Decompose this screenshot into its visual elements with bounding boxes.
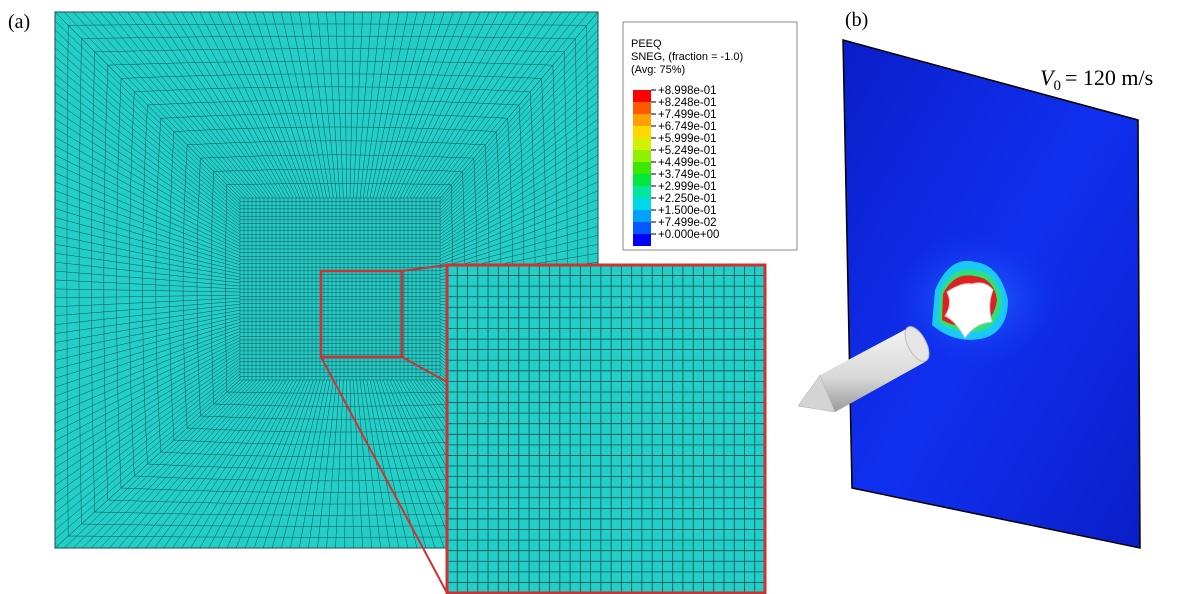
legend-swatch (633, 102, 651, 114)
legend-swatch (633, 186, 651, 198)
legend-label: +5.999e-01 (658, 133, 717, 145)
panel-label: (a) (8, 11, 30, 33)
legend-label: +8.248e-01 (658, 97, 717, 109)
legend-label: +2.250e-01 (658, 193, 717, 205)
legend-swatch (633, 114, 651, 126)
legend-swatch (633, 174, 651, 186)
legend-swatch (633, 234, 651, 246)
legend-title: (Avg: 75%) (631, 64, 685, 76)
panel-label: (b) (845, 9, 868, 31)
velocity-label: V0= 120 m/s (1040, 65, 1153, 94)
legend-label: +5.249e-01 (658, 145, 717, 157)
velocity-rest: = 120 m/s (1065, 65, 1153, 90)
legend-title: SNEG, (fraction = -1.0) (631, 51, 743, 63)
legend-label: +3.749e-01 (658, 169, 717, 181)
legend-label: +0.000e+00 (658, 229, 719, 241)
plate-view: V0= 120 m/s (798, 40, 1153, 548)
legend-label: +7.499e-02 (658, 217, 717, 229)
legend-swatch (633, 138, 651, 150)
legend-label: +6.749e-01 (658, 121, 717, 133)
legend-label: +8.998e-01 (658, 85, 717, 97)
figure: (a) (b) PEEQSNEG, (fraction = -1.0)(Avg:… (0, 0, 1195, 594)
legend-label: +7.499e-01 (658, 109, 717, 121)
legend-swatch (633, 90, 651, 102)
legend-swatch (633, 126, 651, 138)
velocity-subscript: 0 (1053, 78, 1061, 94)
legend-title: PEEQ (631, 38, 662, 50)
legend-swatch (633, 150, 651, 162)
legend-label: +4.499e-01 (658, 157, 717, 169)
zoom-panel (447, 265, 765, 593)
legend-swatch (633, 222, 651, 234)
legend-label: +2.999e-01 (658, 181, 717, 193)
legend-swatch (633, 198, 651, 210)
legend-swatch (633, 162, 651, 174)
legend-label: +1.500e-01 (658, 205, 717, 217)
legend-swatch (633, 210, 651, 222)
